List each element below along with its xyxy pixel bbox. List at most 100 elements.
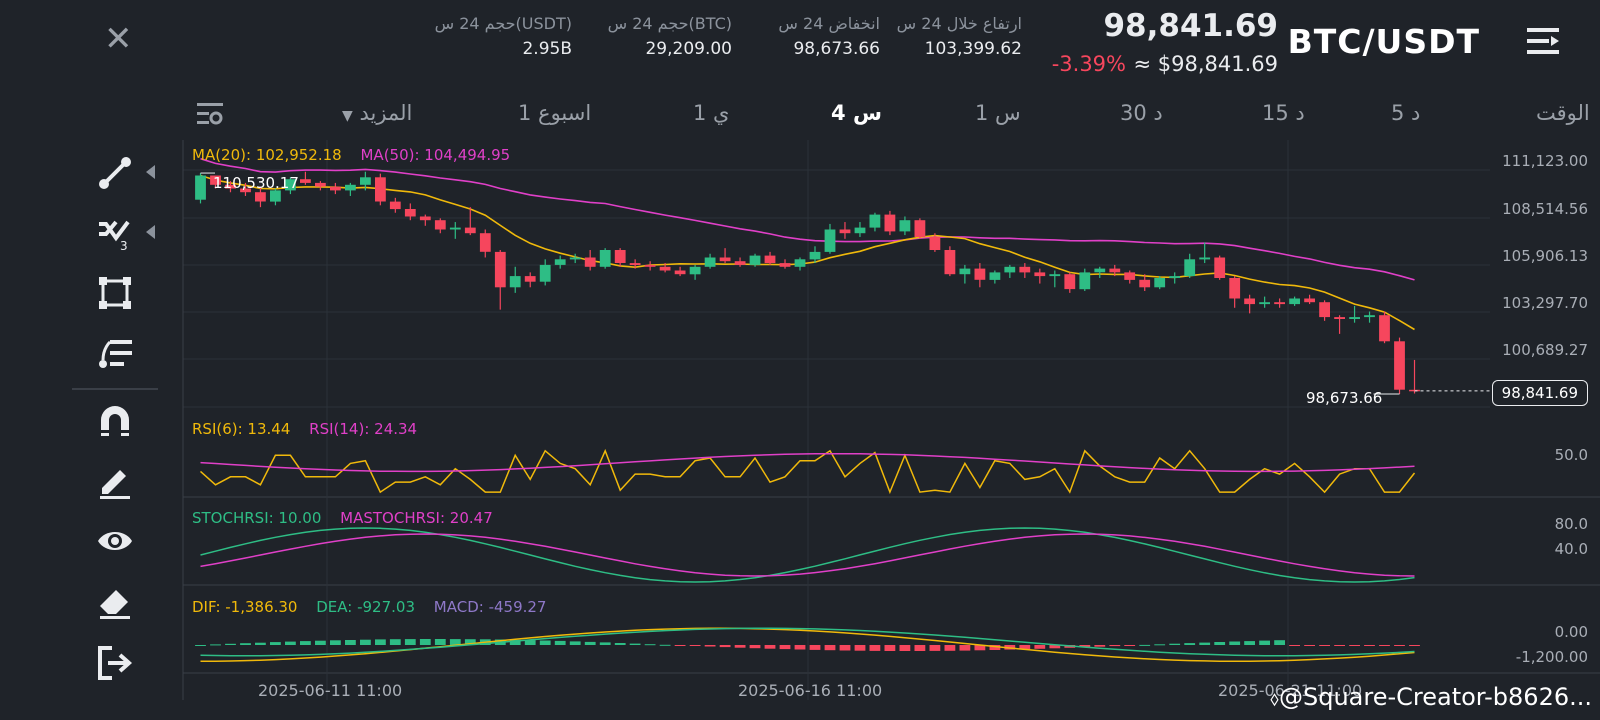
macd-bar [584,641,596,645]
macd-bar [1124,645,1136,646]
macd-bar [824,645,836,651]
macd-bar [989,645,1001,650]
macd-bar [1019,645,1031,650]
tab-15m[interactable]: 15 د [1262,101,1305,125]
exit-icon[interactable] [96,644,134,682]
candle-body [1289,298,1300,305]
watermark-text: @Square-Creator-b8626... [1278,683,1592,711]
stat-volume-usdt: حجم 24 س(USDT) 2.95B [435,14,572,59]
stat-label: ارتفاع خلال 24 س [896,14,1022,33]
candle-body [749,255,761,265]
chart-settings-icon[interactable] [196,100,224,132]
tab-5m[interactable]: 5 د [1391,101,1421,125]
close-icon[interactable]: ✕ [104,19,133,59]
candle-body [734,261,746,265]
candle-body [434,220,446,230]
rsi-tick: 50.0 [1554,446,1588,464]
candle-body [629,263,641,265]
macd-bar [449,639,461,645]
macd-bar [809,645,821,650]
tab-more[interactable]: ▼ المزيد [342,101,413,125]
macd-bar [270,642,281,645]
approx-price: ≈ $98,841.69 [1133,52,1278,76]
macd-bar [1319,645,1330,646]
macd-bar [659,644,671,646]
candle-body [569,257,581,260]
candle-body [1319,302,1330,318]
candle-body [1379,315,1390,342]
macd-bar [1334,645,1345,646]
macd-bar [389,639,401,645]
stochrsi-legend: STOCHRSI: 10.00 MASTOCHRSI: 20.47 [192,509,493,527]
candle-body [1304,298,1315,303]
macd-legend: DIF: -1,386.30 DEA: -927.03 MACD: -459.2… [192,598,546,616]
candle-body [509,276,521,288]
ma20-label: MA(20): 102,952.18 [192,146,342,164]
macd-bar [210,644,221,646]
candle-body [794,259,806,267]
macd-bar [1364,645,1375,646]
tab-4h[interactable]: 4 س [831,101,882,125]
position-icon[interactable] [96,334,134,372]
stat-value: 103,399.62 [924,39,1022,59]
rectangle-icon[interactable] [96,274,134,312]
macd-tick: 0.00 [1554,623,1588,641]
menu-icon[interactable] [1526,24,1560,62]
expand-arrow-icon[interactable] [146,165,155,179]
macd-bar [899,645,911,651]
macd-bar [419,639,431,645]
macd-bar [300,641,311,645]
macd-label: MACD: -459.27 [433,598,547,616]
candle-body [899,220,911,232]
magnet-icon[interactable] [96,402,134,440]
macd-bar [554,640,566,645]
eraser-icon[interactable] [96,582,134,620]
candle-body [584,257,596,267]
price-tick: 111,123.00 [1502,152,1588,170]
fibonacci-icon[interactable]: 3 [96,214,134,253]
candle-body [1169,276,1181,278]
macd-bar [225,643,236,645]
macd-bar [839,645,851,651]
macd-bar [599,642,611,645]
trend-line-icon[interactable] [96,154,134,192]
pencil-icon[interactable] [96,462,134,500]
tab-1d[interactable]: 1 ي [693,101,730,125]
tab-time[interactable]: الوقت [1536,101,1590,125]
eye-icon[interactable] [96,522,134,560]
stat-label: حجم 24 س(USDT) [434,14,572,33]
macd-bar [914,645,926,651]
macd-bar [764,645,776,649]
macd-bar [689,645,701,646]
candle-body [1184,259,1196,277]
candle-body [839,229,851,234]
rsi6-line [200,448,1416,495]
macd-bar [345,640,356,645]
pair-title[interactable]: BTC/USDT [1287,22,1480,61]
tab-1h[interactable]: 1 س [975,101,1021,125]
macd-bar [1184,643,1196,645]
candle-body [419,216,431,221]
candle-body [195,175,206,200]
candle-body [809,251,821,260]
tab-30m[interactable]: 30 د [1120,101,1163,125]
macd-bar [1199,642,1211,645]
dea-line [200,627,1415,657]
candle-body [360,177,371,185]
candle-body [240,188,251,193]
ma-legend: MA(20): 102,952.18 MA(50): 104,494.95 [192,146,510,164]
macd-bar [330,640,341,645]
macd-bar [974,645,986,651]
macd-bar [1289,645,1300,646]
macd-bar [1094,645,1106,647]
candle-body [315,182,326,187]
candle-body [524,276,536,282]
candle-body [614,250,626,263]
macd-bar [1244,641,1255,645]
macd-bar [240,643,251,645]
candle-body [854,227,866,234]
tab-1w[interactable]: 1 اسبوع [518,101,592,125]
expand-arrow-icon[interactable] [146,225,155,239]
candle-body [1229,278,1241,299]
